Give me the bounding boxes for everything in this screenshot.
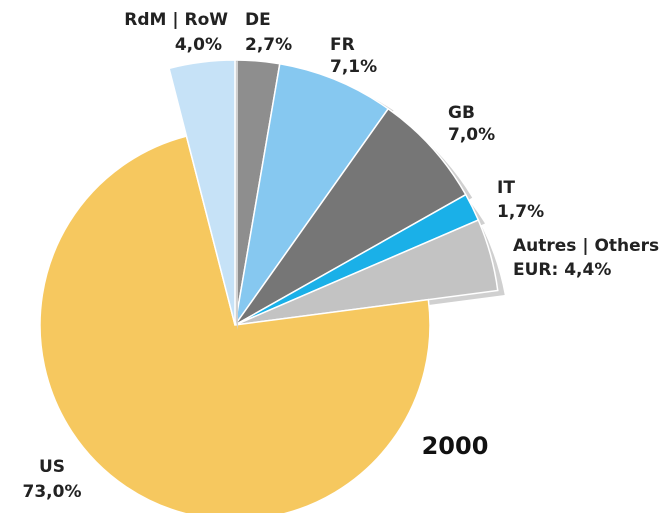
slice [234, 219, 499, 326]
slice [39, 135, 431, 513]
value-label: EUR: 4,4% [513, 260, 611, 280]
slice-label: DE [245, 10, 271, 30]
slice-label: US [39, 457, 65, 477]
value-label: 2,7% [245, 35, 292, 55]
value-label: 7,1% [330, 57, 377, 77]
slice-label: FR [330, 35, 355, 55]
value-label: 4,0% [175, 35, 222, 55]
slice-label: RdM | RoW [124, 10, 228, 30]
value-label: 7,0% [448, 125, 495, 145]
slice-label: Autres | Others [513, 236, 659, 256]
slice [234, 107, 467, 326]
chart-title: 2000 [422, 432, 489, 460]
value-label: 1,7% [497, 202, 544, 222]
slice [168, 59, 236, 326]
value-label: 73,0% [23, 482, 82, 502]
slice [234, 62, 390, 326]
slice-label: GB [448, 103, 475, 123]
slice-label: IT [497, 178, 515, 198]
pie [39, 59, 505, 513]
